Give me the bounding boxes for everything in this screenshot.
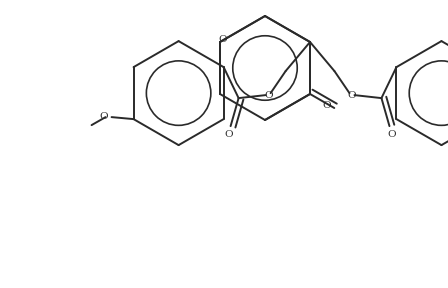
Text: O: O xyxy=(322,101,331,111)
Text: O: O xyxy=(347,91,356,100)
Text: O: O xyxy=(387,130,396,139)
Text: O: O xyxy=(224,130,233,139)
Text: O: O xyxy=(219,35,227,45)
Text: O: O xyxy=(99,112,108,121)
Text: O: O xyxy=(264,91,273,100)
